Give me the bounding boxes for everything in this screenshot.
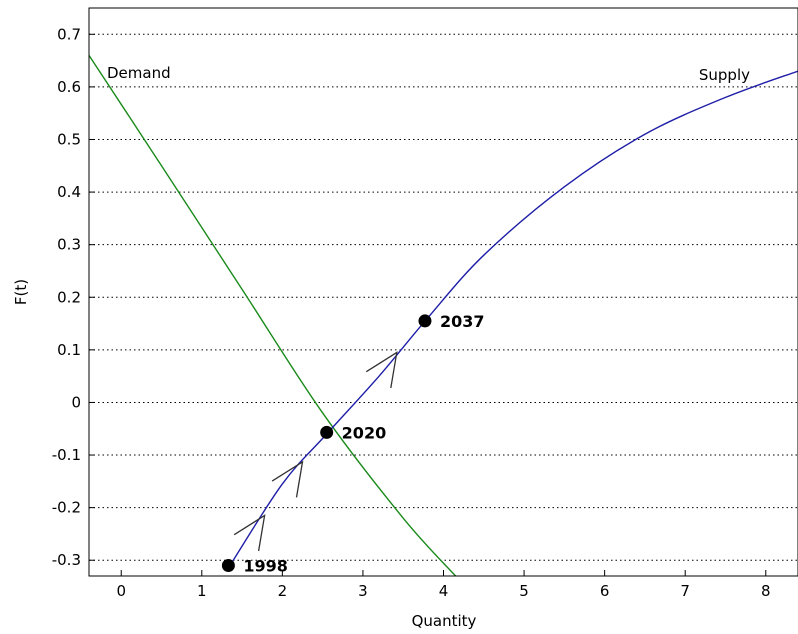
tick-layer: -0.3 -0.2 -0.1 0 0.1 0.2 0.3 0.4 0.5 0.6 0.7 0 1 2 3 4 5… <box>52 25 771 600</box>
y-tick-label: -0.1 <box>52 446 81 464</box>
arrow-layer <box>233 351 398 552</box>
x-tick-label: 6 <box>600 582 610 600</box>
y-tick-label: 0 <box>71 393 81 411</box>
year-label-1998: 1998 <box>243 556 288 575</box>
year-label-2020: 2020 <box>342 423 387 442</box>
x-tick-label: 1 <box>197 582 207 600</box>
y-tick-label: -0.3 <box>52 551 81 569</box>
year-point-2020 <box>320 425 334 439</box>
y-tick-label: 0.4 <box>57 183 81 201</box>
direction-arrow <box>365 351 398 389</box>
x-tick-label: 8 <box>761 582 771 600</box>
series-label-supply: Supply <box>699 66 750 84</box>
plot-frame <box>88 7 798 577</box>
series-layer <box>89 54 798 576</box>
x-axis-label: Quantity <box>412 612 477 630</box>
year-point-2037 <box>418 314 432 328</box>
series-line-demand <box>89 54 457 576</box>
x-tick-label: 0 <box>116 582 126 600</box>
direction-arrow <box>271 460 304 498</box>
year-label-2037: 2037 <box>440 312 485 331</box>
direction-arrow <box>233 514 266 552</box>
y-tick-label: 0.5 <box>57 130 81 148</box>
x-tick-label: 2 <box>278 582 288 600</box>
x-tick-label: 4 <box>439 582 449 600</box>
y-tick-label: -0.2 <box>52 499 81 517</box>
y-tick-label: 0.6 <box>57 78 81 96</box>
x-tick-label: 7 <box>680 582 690 600</box>
y-axis-label: F(t) <box>12 279 30 305</box>
y-tick-label: 0.3 <box>57 236 81 254</box>
y-tick-label: 0.2 <box>57 288 81 306</box>
y-tick-label: 0.1 <box>57 341 81 359</box>
x-tick-label: 3 <box>358 582 368 600</box>
series-label-demand: Demand <box>107 64 171 82</box>
series-line-supply <box>229 70 798 566</box>
grid-layer <box>89 33 798 561</box>
point-layer: Demand Supply 1998 2020 2037 <box>107 64 750 575</box>
x-tick-label: 5 <box>519 582 529 600</box>
y-tick-label: 0.7 <box>57 25 81 43</box>
year-point-1998 <box>221 558 235 572</box>
